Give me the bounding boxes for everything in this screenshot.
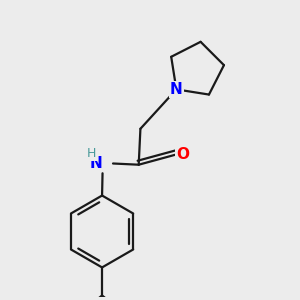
Text: H: H: [87, 147, 97, 160]
Text: O: O: [176, 147, 189, 162]
Text: N: N: [89, 155, 102, 170]
Text: N: N: [170, 82, 183, 97]
